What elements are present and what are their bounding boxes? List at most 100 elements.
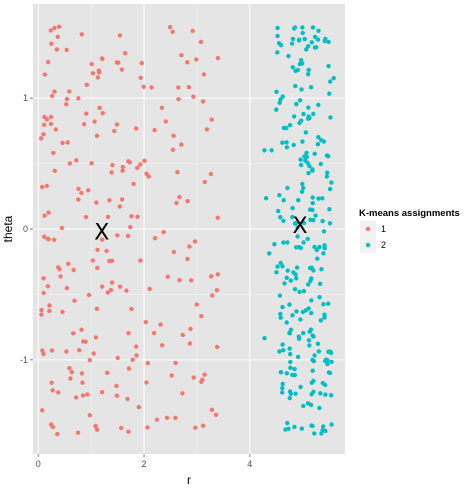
- data-point-cluster-2: [320, 218, 325, 224]
- data-point-cluster-1: [142, 158, 147, 163]
- data-point-cluster-2: [319, 431, 324, 436]
- data-point-cluster-2: [324, 153, 330, 158]
- data-point-cluster-1: [68, 376, 73, 381]
- data-point-cluster-2: [295, 225, 300, 230]
- data-point-cluster-2: [301, 185, 306, 191]
- major-grid: [33, 4, 345, 454]
- data-point-cluster-2: [309, 310, 314, 316]
- data-point-cluster-1: [179, 53, 184, 58]
- data-point-cluster-2: [318, 391, 323, 396]
- data-point-cluster-1: [173, 360, 178, 366]
- data-point-cluster-2: [316, 28, 321, 33]
- data-point-cluster-2: [301, 240, 306, 245]
- data-point-cluster-1: [114, 122, 120, 127]
- data-point-cluster-1: [71, 267, 76, 273]
- data-point-cluster-2: [280, 385, 285, 391]
- data-point-cluster-1: [194, 57, 199, 62]
- data-point-cluster-1: [176, 97, 181, 102]
- data-point-cluster-1: [110, 163, 115, 168]
- data-point-cluster-2: [320, 196, 325, 201]
- data-point-cluster-2: [290, 36, 296, 42]
- data-point-cluster-1: [144, 380, 149, 385]
- data-point-cluster-1: [94, 306, 100, 311]
- data-point-cluster-1: [96, 70, 102, 75]
- data-point-cluster-1: [138, 75, 143, 81]
- data-point-cluster-2: [310, 200, 315, 206]
- data-point-cluster-2: [317, 281, 323, 286]
- data-point-cluster-2: [311, 268, 316, 273]
- data-point-cluster-1: [170, 29, 175, 34]
- data-point-cluster-1: [152, 236, 158, 241]
- data-point-cluster-2: [281, 240, 286, 245]
- data-point-cluster-2: [311, 378, 316, 384]
- data-point-cluster-2: [310, 195, 315, 200]
- data-point-cluster-1: [215, 215, 220, 220]
- data-point-cluster-1: [99, 390, 105, 395]
- data-point-cluster-1: [180, 332, 185, 338]
- data-point-cluster-1: [165, 274, 170, 279]
- data-point-cluster-2: [285, 185, 290, 191]
- data-point-cluster-1: [125, 233, 131, 239]
- data-point-cluster-1: [167, 24, 173, 30]
- data-point-cluster-2: [280, 304, 285, 310]
- data-point-cluster-1: [87, 413, 93, 418]
- data-point-cluster-1: [39, 312, 44, 317]
- data-point-cluster-1: [214, 344, 220, 350]
- data-point-cluster-2: [329, 180, 334, 185]
- data-point-cluster-1: [171, 249, 177, 255]
- data-point-cluster-2: [306, 105, 311, 110]
- data-point-cluster-2: [285, 240, 290, 245]
- centroid-marker-cluster-1: X: [94, 221, 109, 246]
- data-point-cluster-2: [329, 422, 334, 427]
- data-point-cluster-2: [293, 83, 298, 89]
- data-point-cluster-1: [134, 353, 139, 358]
- data-point-cluster-1: [145, 361, 150, 366]
- data-point-cluster-2: [324, 174, 329, 179]
- data-point-cluster-1: [189, 278, 194, 283]
- data-point-cluster-2: [306, 338, 312, 343]
- x-tick-label: 4: [247, 459, 252, 469]
- data-point-cluster-1: [89, 161, 94, 166]
- data-point-cluster-2: [280, 140, 285, 145]
- data-point-cluster-2: [306, 67, 311, 73]
- data-point-cluster-1: [114, 393, 120, 398]
- data-point-cluster-1: [191, 375, 196, 380]
- data-point-cluster-2: [328, 349, 333, 354]
- data-point-cluster-2: [263, 196, 269, 201]
- data-point-cluster-1: [100, 111, 105, 116]
- data-point-cluster-1: [107, 198, 112, 203]
- data-point-cluster-1: [64, 102, 69, 107]
- data-point-cluster-2: [311, 111, 316, 117]
- data-point-cluster-1: [158, 322, 163, 327]
- data-point-cluster-1: [86, 188, 91, 193]
- data-point-cluster-2: [321, 251, 326, 256]
- data-point-cluster-1: [198, 39, 204, 45]
- data-point-cluster-2: [287, 346, 292, 351]
- data-point-cluster-2: [295, 67, 301, 73]
- data-point-cluster-1: [119, 197, 125, 202]
- data-point-cluster-2: [317, 244, 322, 250]
- data-point-cluster-2: [306, 170, 311, 176]
- data-point-cluster-1: [49, 348, 55, 353]
- data-point-cluster-1: [152, 127, 157, 133]
- data-point-cluster-2: [290, 65, 295, 70]
- data-point-cluster-1: [83, 214, 89, 220]
- data-point-cluster-1: [91, 351, 96, 356]
- data-point-cluster-1: [48, 28, 53, 33]
- data-point-cluster-1: [40, 408, 45, 413]
- data-point-cluster-2: [297, 98, 303, 103]
- data-point-cluster-2: [306, 306, 311, 311]
- data-point-cluster-1: [109, 170, 114, 175]
- data-point-cluster-1: [41, 290, 46, 296]
- data-point-cluster-1: [60, 140, 65, 146]
- data-point-cluster-2: [272, 242, 277, 247]
- data-point-cluster-2: [306, 44, 311, 49]
- data-point-cluster-2: [296, 198, 301, 203]
- data-point-cluster-1: [42, 213, 47, 218]
- legend-swatch-cluster-1: [365, 226, 371, 232]
- data-point-cluster-1: [208, 274, 214, 279]
- data-point-cluster-1: [191, 94, 196, 99]
- y-tick-label: 0: [23, 224, 28, 234]
- y-axis-ticks: -1 0 1: [20, 93, 33, 365]
- data-point-cluster-1: [73, 395, 79, 400]
